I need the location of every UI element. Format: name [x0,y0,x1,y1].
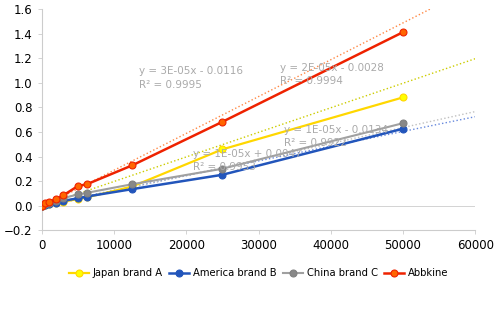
America brand B [400,127,406,131]
Text: y = 1E-05x - 0.0134
R² = 0.9922: y = 1E-05x - 0.0134 R² = 0.9922 [284,125,388,148]
Legend: Japan brand A, America brand B, China brand C, Abbkine: Japan brand A, America brand B, China br… [69,268,448,279]
China brand C [46,201,52,205]
China brand C [129,182,135,186]
China brand C [42,202,48,206]
Line: Abbkine: Abbkine [38,29,406,209]
America brand B [75,197,81,200]
Japan brand A [46,202,52,206]
China brand C [400,121,406,125]
Japan brand A [60,200,66,204]
Line: Japan brand A: Japan brand A [38,94,406,209]
Line: China brand C: China brand C [38,120,406,209]
Japan brand A [39,204,45,208]
Text: y = 2E-05x - 0.0028
R² = 0.9994: y = 2E-05x - 0.0028 R² = 0.9994 [280,63,384,86]
Japan brand A [75,197,81,201]
Japan brand A [42,203,48,207]
Line: America brand B: America brand B [38,125,406,209]
Japan brand A [220,148,226,151]
Japan brand A [84,196,90,199]
Abbkine [75,184,81,188]
Abbkine [46,200,52,204]
Abbkine [129,163,135,167]
Japan brand A [129,185,135,189]
Text: y = 1E-05x + 0.0047
R² = 0.9953: y = 1E-05x + 0.0047 R² = 0.9953 [193,149,302,172]
China brand C [60,196,66,200]
America brand B [60,199,66,203]
America brand B [46,202,52,206]
Abbkine [53,197,59,201]
America brand B [42,203,48,206]
Abbkine [60,193,66,197]
China brand C [84,191,90,195]
China brand C [39,204,45,208]
Text: y = 3E-05x - 0.0116
R² = 0.9995: y = 3E-05x - 0.0116 R² = 0.9995 [139,66,243,90]
America brand B [39,204,45,208]
Japan brand A [53,201,59,205]
Japan brand A [400,95,406,99]
America brand B [53,201,59,204]
China brand C [220,167,226,171]
Abbkine [42,201,48,205]
America brand B [84,195,90,198]
Abbkine [400,30,406,34]
China brand C [75,192,81,196]
Abbkine [84,182,90,186]
China brand C [53,199,59,203]
America brand B [220,173,226,177]
America brand B [129,187,135,191]
Abbkine [220,120,226,124]
Abbkine [39,204,45,208]
